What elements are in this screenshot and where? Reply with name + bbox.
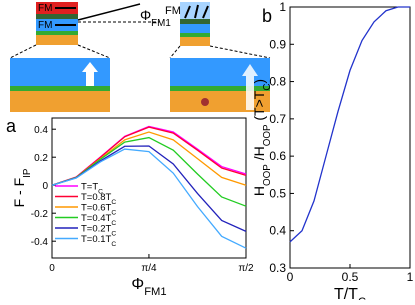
label-text: F - F [11, 178, 27, 208]
label-sub: C [262, 84, 273, 91]
label-sub: IP [22, 168, 33, 178]
atom [201, 98, 209, 106]
angle-label: ΦFM1 [140, 7, 171, 29]
y-axis-label: F - FIP [11, 168, 33, 207]
panel-label: a [6, 116, 17, 136]
label-sub: OOP [262, 124, 273, 146]
legend-sub: C [111, 220, 116, 227]
spacer [36, 14, 78, 19]
legend-label: T=0.4TC [81, 213, 116, 227]
y-tick-label: 0.3 [269, 261, 286, 275]
x-tick-label: 0.5 [342, 270, 359, 284]
legend-sub: C [111, 241, 116, 248]
zoom-layer [170, 86, 270, 91]
y-tick-label: 0.8 [269, 75, 286, 89]
y-tick-label: 0.5 [269, 186, 286, 200]
label-text: T/T [334, 286, 358, 300]
y-tick-label: 0.2 [34, 153, 48, 164]
x-tick-label: π/4 [141, 263, 157, 274]
big-arrow [82, 62, 98, 86]
layer-label: FM [38, 20, 52, 31]
zoom-lines [9, 44, 271, 59]
panel-label: b [262, 6, 272, 26]
y-tick-label: 0.6 [269, 149, 286, 163]
substrate [180, 37, 210, 46]
schematic: FM FM ΦFM1 FM [9, 2, 271, 112]
y-tick-label: -0.4 [31, 237, 49, 248]
layer-label: FM [38, 3, 52, 14]
y-tick-label: 0.7 [269, 112, 286, 126]
layer-label: FM [165, 5, 181, 17]
label-sub: C [358, 296, 366, 300]
spacer [180, 19, 210, 24]
x-tick-label: 0 [287, 270, 294, 284]
arrow [77, 3, 141, 21]
arrows [184, 4, 209, 19]
legend-label: T=0.1TC [81, 234, 116, 248]
label-text: /H [251, 146, 267, 164]
y-tick-label: 0.4 [34, 125, 48, 136]
legend-text: T=0.4T [81, 213, 112, 224]
substrate [36, 35, 78, 45]
y-tick-label: 0.9 [269, 37, 286, 51]
layer [36, 31, 78, 35]
zoom-substrate [10, 91, 110, 112]
label-sub: FM1 [144, 286, 166, 298]
x-tick-label: 0 [49, 263, 55, 274]
x-tick-label: π/2 [238, 263, 254, 274]
legend-sub: C [111, 209, 116, 216]
series-line [51, 125, 247, 186]
big-arrow [242, 64, 258, 110]
label-sub: FM1 [151, 18, 171, 29]
legend-text: T=0.2T [81, 224, 112, 235]
legend-label: T=0.6TC [81, 203, 116, 217]
layer [180, 33, 210, 37]
legend-sub: C [111, 199, 116, 206]
legend-label: T=0.2TC [81, 224, 116, 238]
series-line [51, 131, 247, 186]
plot-frame [289, 6, 411, 269]
label-text: ) [251, 79, 267, 84]
x-axis-label: T/TC [334, 286, 366, 300]
legend-label: T=0.8TC [81, 192, 116, 206]
layer [180, 24, 210, 33]
legend-text: T=0.1T [81, 234, 112, 245]
label-text: Φ [140, 7, 151, 23]
x-axis-label: ΦFM1 [131, 276, 166, 298]
legend-sub: C [98, 188, 103, 195]
legend-text: T=T [81, 182, 98, 193]
series-line [51, 126, 247, 186]
y-tick-label: 0.4 [269, 224, 286, 238]
series-line [51, 148, 247, 249]
y-axis-label: HOOP /HOOP (T>TC) [251, 79, 273, 196]
legend-sub: C [111, 230, 116, 237]
x-tick-label: 1 [407, 270, 414, 284]
zoom-substrate [170, 91, 270, 112]
label-sub: OOP [262, 164, 273, 186]
legend-label: T=TC [81, 182, 103, 196]
y-tick-label: 1 [279, 0, 286, 14]
series-line [289, 6, 410, 243]
legend-text: T=0.6T [81, 203, 112, 214]
y-tick-label: -0.2 [31, 209, 49, 220]
fm-layer [180, 2, 210, 19]
label-text: H [251, 186, 267, 196]
label-text: Φ [131, 276, 144, 293]
label-text: (T>T [251, 90, 267, 124]
legend-text: T=0.8T [81, 192, 112, 203]
zoom-layer [10, 86, 110, 91]
y-tick-label: 0 [42, 181, 48, 192]
